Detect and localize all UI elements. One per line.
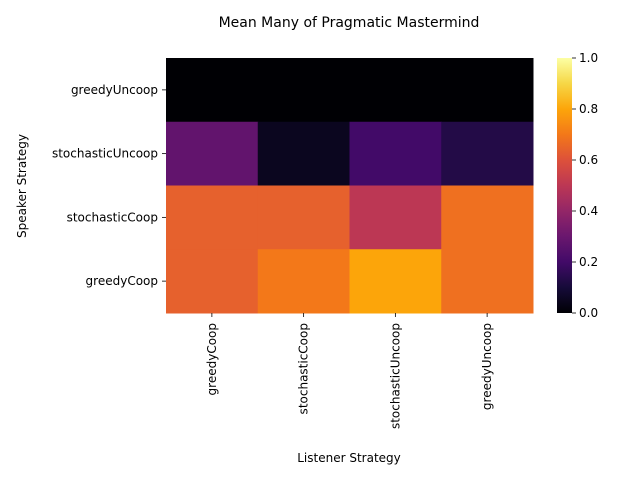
y-tick-label: greedyUncoop xyxy=(71,83,158,97)
heatmap-cell xyxy=(349,58,442,123)
heatmap-cells xyxy=(166,58,534,314)
y-tick-labels: greedyUncoop stochasticUncoop stochasticCo… xyxy=(52,83,166,288)
x-tick-label: stochasticCoop xyxy=(297,323,311,414)
chart-title: Mean Many of Pragmatic Mastermind xyxy=(219,15,480,31)
heatmap-cell xyxy=(441,185,534,250)
heatmap-cell xyxy=(166,121,259,186)
colorbar-tick-label: 1.0 xyxy=(579,51,598,65)
y-tick-label: greedyCoop xyxy=(86,274,158,288)
heatmap-cell xyxy=(349,249,442,314)
y-axis-label: Speaker Strategy xyxy=(15,134,29,238)
y-tick-label: stochasticCoop xyxy=(67,210,158,224)
heatmap-cell xyxy=(349,185,442,250)
y-tick-label: stochasticUncoop xyxy=(52,147,158,161)
heatmap-cell xyxy=(257,249,350,314)
heatmap-cell xyxy=(166,185,259,250)
heatmap-cell xyxy=(349,121,442,186)
heatmap-cell xyxy=(257,121,350,186)
x-tick-label: stochasticUncoop xyxy=(388,323,402,429)
colorbar-tick-label: 0.6 xyxy=(579,153,598,167)
x-axis-label: Listener Strategy xyxy=(297,451,401,465)
heatmap-cell xyxy=(441,121,534,186)
heatmap-cell xyxy=(257,58,350,123)
heatmap-cell xyxy=(441,58,534,123)
colorbar-tick-label: 0.0 xyxy=(579,306,598,320)
x-tick-label: greedyCoop xyxy=(205,323,219,395)
x-tick-label: greedyUncoop xyxy=(480,323,494,410)
heatmap-cell xyxy=(166,58,259,123)
colorbar-tick-label: 0.8 xyxy=(579,102,598,116)
heatmap-cell xyxy=(166,249,259,314)
heatmap-cell xyxy=(441,249,534,314)
colorbar-tick-label: 0.4 xyxy=(579,204,598,218)
x-tick-labels: greedyCoop stochasticCoop stochasticUncoop… xyxy=(205,313,494,429)
colorbar-tick-label: 0.2 xyxy=(579,255,598,269)
colorbar-ticks: 0.0 0.2 0.4 0.6 0.8 1.0 xyxy=(572,51,598,320)
colorbar xyxy=(557,58,572,313)
heatmap-cell xyxy=(257,185,350,250)
